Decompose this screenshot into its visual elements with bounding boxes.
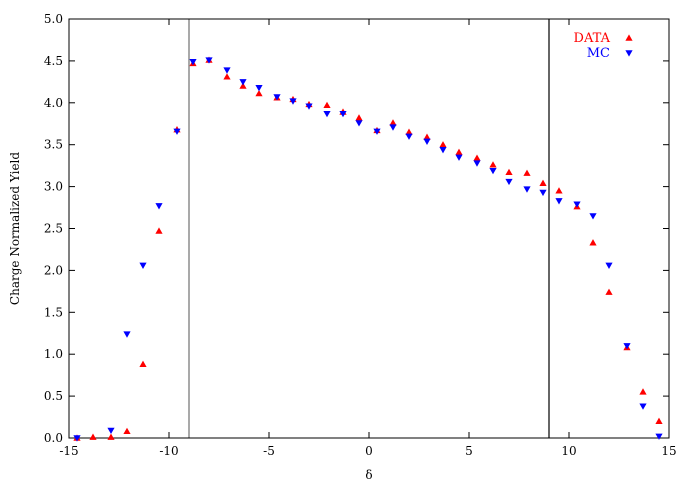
data-point-data [455, 148, 463, 155]
data-point-data [605, 288, 613, 295]
data-point-data [473, 154, 481, 161]
data-point-data [323, 101, 331, 109]
data-point-data [223, 73, 231, 80]
data-point-data [255, 89, 263, 97]
data-point-mc [655, 433, 663, 440]
data-point-data [239, 82, 247, 89]
data-point-mc [623, 343, 631, 350]
legend-label-data: DATA [574, 31, 611, 46]
data-point-data [639, 388, 647, 395]
data-point-mc [473, 160, 481, 167]
data-point-mc [273, 94, 281, 101]
data-point-data [405, 128, 413, 135]
data-point-mc [289, 98, 297, 105]
data-point-data [555, 187, 563, 194]
data-point-mc [639, 403, 647, 410]
x-tick-label: -15 [59, 444, 78, 458]
data-point-data [655, 417, 663, 424]
data-point-mc [355, 120, 363, 127]
data-point-mc [505, 178, 513, 186]
data-point-mc [423, 138, 431, 145]
y-tick-label: 5.0 [44, 12, 63, 26]
y-tick-label: 1.0 [44, 347, 63, 361]
cut-lines [188, 19, 550, 438]
data-point-mc [389, 124, 397, 131]
data-point-data [155, 227, 163, 234]
y-tick-label: 1.5 [44, 305, 63, 319]
y-tick-label: 3.0 [44, 180, 63, 194]
data-point-mc [255, 85, 263, 92]
x-tick-label: 0 [365, 444, 373, 458]
y-tick-label: 2.0 [44, 263, 63, 277]
data-point-data [505, 168, 513, 176]
data-point-mc [139, 262, 147, 269]
data-point-mc [573, 201, 581, 208]
data-points [73, 56, 663, 442]
data-point-data [539, 179, 547, 186]
data-point-mc [323, 110, 331, 118]
data-point-mc [373, 128, 381, 135]
data-point-data [139, 360, 147, 367]
axes: -15 -10 -5 0 5 10 15 0.0 0.5 1.0 1.5 2.0 2.5 3.0 3.5 4.… [44, 12, 677, 458]
data-point-mc [405, 133, 413, 140]
y-axis-title: Charge Normalized Yield [8, 152, 22, 305]
y-tick-label: 0.5 [44, 389, 63, 403]
data-point-data [423, 133, 431, 140]
data-point-data [589, 239, 597, 246]
data-point-mc [439, 147, 447, 154]
x-tick-label: -10 [159, 444, 178, 458]
data-point-data [89, 433, 97, 440]
data-point-data [355, 114, 363, 121]
data-point-data [123, 427, 131, 434]
data-point-mc [107, 427, 115, 435]
data-point-mc [539, 189, 547, 197]
data-point-mc [523, 186, 531, 193]
data-point-data [107, 433, 115, 440]
data-point-mc [189, 59, 197, 66]
data-point-mc [489, 167, 497, 175]
y-tick-label: 4.5 [44, 54, 63, 68]
data-point-data [489, 161, 497, 168]
data-point-mc [239, 79, 247, 86]
legend-label-mc: MC [587, 46, 610, 61]
data-point-mc [455, 154, 463, 161]
data-point-data [439, 141, 447, 148]
data-point-mc [605, 262, 613, 269]
y-tick-label: 0.0 [44, 431, 63, 445]
x-tick-label: 5 [465, 444, 473, 458]
data-point-mc [155, 203, 163, 210]
data-point-mc [173, 128, 181, 135]
x-tick-label: 10 [561, 444, 576, 458]
data-point-data [389, 119, 397, 126]
x-tick-label: -5 [263, 444, 275, 458]
data-point-mc [339, 110, 347, 118]
legend-marker-mc [625, 50, 633, 57]
data-point-mc [73, 435, 81, 442]
data-point-mc [555, 198, 563, 205]
data-point-mc [205, 57, 213, 64]
x-axis-title: δ [365, 468, 372, 482]
data-point-mc [589, 213, 597, 220]
data-point-mc [123, 331, 131, 338]
y-tick-label: 4.0 [44, 96, 63, 110]
data-point-mc [223, 67, 231, 74]
y-tick-label: 3.5 [44, 138, 63, 152]
legend-marker-data [625, 34, 633, 41]
data-point-data [523, 169, 531, 176]
data-point-mc [305, 103, 313, 110]
y-tick-label: 2.5 [44, 222, 63, 236]
x-tick-label: 15 [661, 444, 676, 458]
